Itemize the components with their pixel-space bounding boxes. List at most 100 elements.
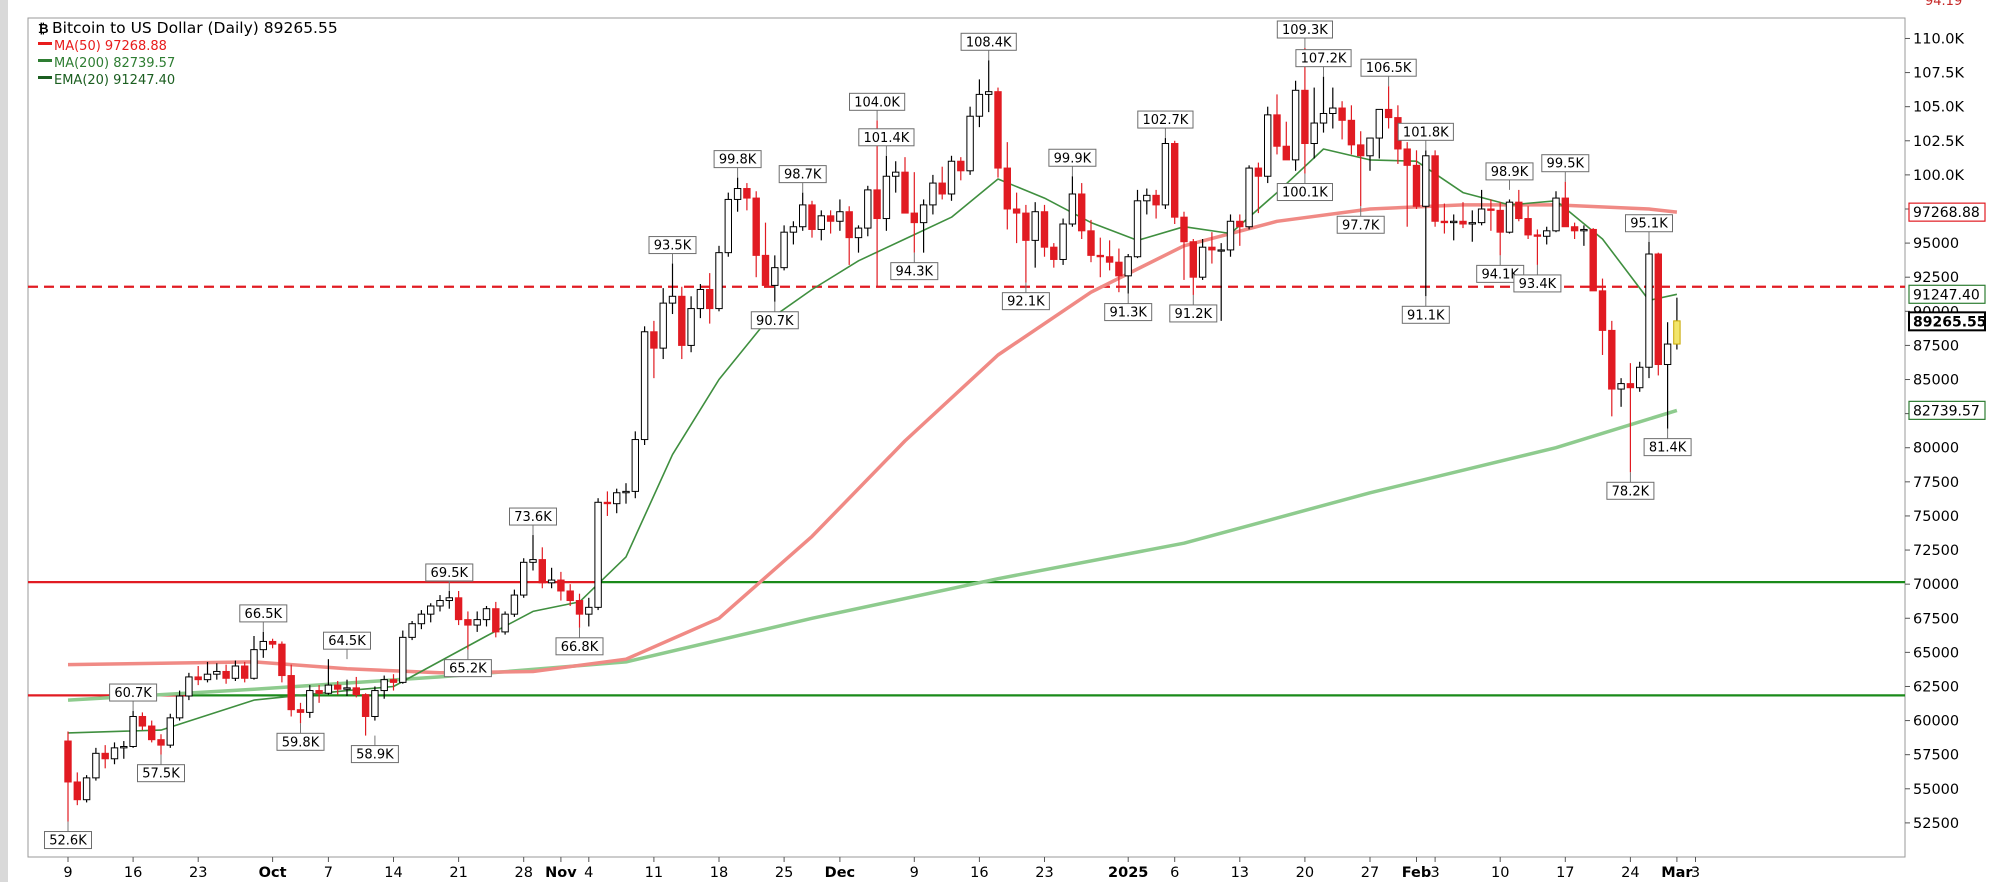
candle-body bbox=[259, 640, 268, 651]
candle-body bbox=[454, 597, 463, 621]
candle-body bbox=[1264, 114, 1272, 177]
x-tick-label: 27 bbox=[1361, 865, 1379, 881]
annotation-label: 100.1K bbox=[1282, 186, 1328, 201]
price-tag-box bbox=[1908, 284, 1986, 304]
price-tag-label: 97268.88 bbox=[1913, 205, 1980, 221]
annotation-box bbox=[443, 659, 492, 678]
y-tick-label: 77500 bbox=[1913, 475, 1959, 491]
annotation-box bbox=[137, 764, 185, 783]
candle-body bbox=[1208, 246, 1216, 251]
candle-body bbox=[678, 295, 686, 346]
candle-body bbox=[82, 777, 91, 801]
candle-body bbox=[743, 188, 751, 199]
candle-body bbox=[399, 636, 407, 683]
annotation-label: 57.5K bbox=[142, 767, 180, 782]
candle-body bbox=[1050, 246, 1058, 260]
annotation-box bbox=[1295, 49, 1352, 68]
annotation-box bbox=[1001, 292, 1050, 311]
candle-body bbox=[761, 254, 770, 286]
candle-body bbox=[1580, 228, 1588, 232]
candle-body bbox=[1133, 200, 1142, 258]
candle-body bbox=[427, 605, 435, 615]
annotation-label: 52.6K bbox=[49, 834, 87, 849]
y-tick-label: 72500 bbox=[1913, 543, 1959, 559]
annotation-box bbox=[1476, 264, 1525, 283]
annotation-label: 98.7K bbox=[784, 168, 822, 183]
annotation-box bbox=[425, 563, 474, 582]
annotation-box bbox=[890, 262, 939, 281]
price-tag-box bbox=[1908, 311, 1986, 332]
candle-body bbox=[724, 198, 732, 254]
candle-body bbox=[1338, 107, 1346, 121]
candle-body bbox=[1636, 366, 1644, 389]
x-axis: 9 16 23 Oct 7 14 21 28 Nov 4 11 18 25 Dec 9 16 23 2025 6 13… bbox=[63, 857, 1700, 881]
x-tick-label: Dec bbox=[825, 865, 855, 881]
annotation-label: 59.8K bbox=[282, 735, 320, 750]
candle-body bbox=[1384, 108, 1393, 119]
candle-body bbox=[1654, 253, 1662, 366]
candle-body bbox=[650, 331, 658, 349]
annotation-label: 102.7K bbox=[1143, 113, 1189, 128]
x-tick-label: 23 bbox=[1035, 865, 1053, 881]
candle-body bbox=[222, 670, 230, 679]
candle-body bbox=[287, 675, 295, 711]
candle-body bbox=[371, 690, 379, 717]
candle-body bbox=[389, 679, 398, 683]
left-edge-bar bbox=[0, 0, 8, 882]
candle-body bbox=[1310, 122, 1318, 145]
annotation-box bbox=[1137, 110, 1194, 129]
annotation-box bbox=[1625, 214, 1673, 233]
candle-body bbox=[1440, 220, 1449, 224]
annotation-box bbox=[1606, 481, 1655, 500]
candle-body bbox=[780, 231, 788, 269]
candle-body bbox=[901, 171, 909, 214]
annotation-box bbox=[276, 732, 325, 751]
candle-body bbox=[203, 673, 212, 681]
candle-body bbox=[836, 211, 844, 222]
y-tick-label: 55000 bbox=[1913, 782, 1959, 798]
candle-body bbox=[1012, 208, 1021, 214]
y-tick-label: 70000 bbox=[1913, 577, 1959, 593]
candle-body bbox=[166, 717, 175, 746]
candle-body bbox=[436, 600, 444, 607]
candle-body bbox=[1078, 193, 1086, 232]
candle-body bbox=[538, 559, 546, 584]
annotation-label: 94.3K bbox=[896, 265, 934, 280]
candle-body bbox=[1515, 201, 1523, 220]
candle-body bbox=[1273, 114, 1281, 147]
x-tick-label: 23 bbox=[189, 865, 207, 881]
y-tick-label: 105.0K bbox=[1913, 100, 1965, 116]
candle-body bbox=[110, 747, 119, 760]
candle-body bbox=[1608, 329, 1616, 390]
candle-body bbox=[1180, 216, 1188, 243]
annotation-label: 92.1K bbox=[1007, 295, 1045, 310]
candle-body bbox=[1673, 320, 1681, 345]
candle-body bbox=[696, 288, 705, 310]
price-tag-label: 82739.57 bbox=[1913, 403, 1980, 419]
annotation-label: 65.2K bbox=[449, 662, 487, 677]
x-tick-label: 13 bbox=[1231, 865, 1249, 881]
annotation-label: 69.5K bbox=[431, 566, 469, 581]
annotation-label: 81.4K bbox=[1649, 441, 1687, 456]
candle-body bbox=[659, 302, 667, 349]
y-tick-label: 100.0K bbox=[1913, 168, 1965, 184]
y-tick-label: 85000 bbox=[1913, 373, 1959, 389]
candle-body bbox=[910, 212, 918, 224]
annotation-box bbox=[778, 165, 827, 184]
annotation-box bbox=[750, 311, 799, 330]
annotation-box bbox=[960, 32, 1017, 51]
price-tag-label: 89265.55 bbox=[1913, 314, 1987, 330]
candle-body bbox=[1524, 218, 1532, 236]
candle-body bbox=[1412, 164, 1421, 207]
candle-body bbox=[324, 684, 333, 694]
annotation-label: 104.0K bbox=[854, 95, 900, 110]
candle-body bbox=[408, 623, 416, 638]
candle-body bbox=[1329, 107, 1337, 114]
annotation-label: 109.3K bbox=[1282, 23, 1328, 38]
candle-body bbox=[808, 204, 816, 230]
x-tick-label: Nov bbox=[545, 865, 577, 881]
annotation-box bbox=[1104, 303, 1153, 322]
candle-body bbox=[1217, 249, 1225, 252]
candle-body bbox=[1301, 89, 1309, 145]
y-tick-label: 102.5K bbox=[1913, 134, 1965, 150]
